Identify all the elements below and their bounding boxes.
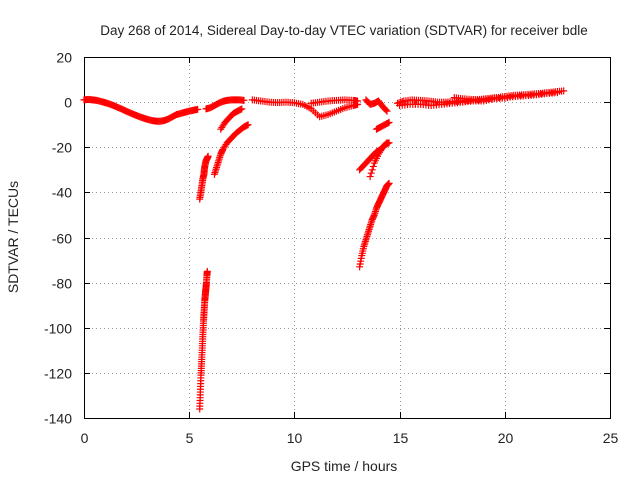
data-point [492, 94, 500, 102]
data-points [80, 87, 568, 413]
data-point [238, 105, 246, 113]
data-point [553, 89, 561, 97]
data-point [203, 267, 211, 275]
grid-lines [84, 57, 610, 418]
x-tick-label: 20 [498, 430, 514, 446]
y-tick-label: -100 [44, 321, 72, 337]
x-tick-label: 0 [81, 430, 89, 446]
data-point [354, 97, 362, 105]
data-point [369, 162, 377, 170]
chart-title: Day 268 of 2014, Sidereal Day-to-day VTE… [100, 23, 587, 38]
y-tick-label: -140 [44, 411, 72, 427]
data-point [385, 179, 393, 187]
x-tick-label: 25 [603, 430, 619, 446]
x-tick-label: 15 [393, 430, 409, 446]
data-point [366, 173, 374, 181]
y-axis-label: SDTVAR / TECUs [5, 181, 21, 293]
x-tick-label: 5 [186, 430, 194, 446]
data-point [204, 152, 212, 160]
data-point [368, 166, 376, 174]
y-tick-label: 0 [64, 95, 72, 111]
y-tick-label: 20 [56, 50, 72, 66]
data-point [194, 105, 202, 113]
y-axis: 20 0 -20 -40 -60 -80 -100 -120 -140 [44, 50, 610, 427]
plot-frame [84, 57, 611, 419]
data-point [240, 96, 248, 104]
data-point [244, 121, 252, 129]
data-point [367, 169, 375, 177]
x-axis-label: GPS time / hours [291, 458, 398, 474]
y-tick-label: -40 [52, 185, 72, 201]
data-point [383, 139, 391, 147]
x-axis: 0 5 10 15 20 25 [81, 57, 619, 446]
data-point [385, 118, 393, 126]
data-point [382, 140, 390, 148]
data-point [383, 107, 391, 115]
x-tick-label: 10 [287, 430, 303, 446]
y-tick-label: -120 [44, 366, 72, 382]
y-tick-label: -60 [52, 231, 72, 247]
data-point [560, 87, 568, 95]
y-tick-label: -20 [52, 140, 72, 156]
y-tick-label: -80 [52, 276, 72, 292]
data-point [382, 106, 390, 114]
